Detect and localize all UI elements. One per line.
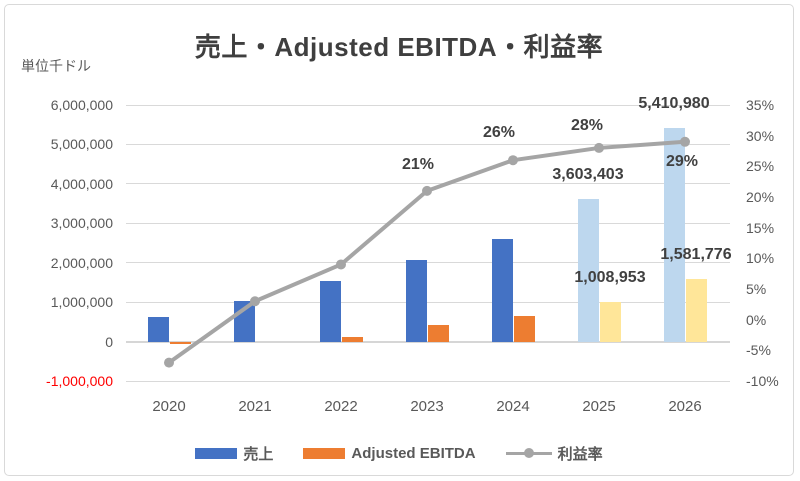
gridline	[126, 262, 730, 264]
chart-title: 売上・Adjusted EBITDA・利益率	[194, 32, 604, 62]
percent-label: 29%	[665, 152, 699, 170]
bar-ebitda	[599, 301, 621, 342]
bar-sales	[233, 301, 255, 342]
legend-label: 利益率	[557, 445, 603, 463]
bar-ebitda	[169, 341, 191, 344]
legend-item: Adjusted EBITDA	[303, 444, 476, 462]
legend: 売上 Adjusted EBITDA 利益率	[5, 441, 793, 465]
percent-label: 26%	[482, 124, 516, 142]
legend-item: 利益率	[505, 443, 603, 464]
line-marker	[422, 185, 432, 196]
gridline	[126, 380, 730, 382]
legend-label: 売上	[243, 445, 274, 463]
x-axis-category-label: 2021	[238, 398, 272, 415]
right-axis-tick-label: 10%	[746, 250, 775, 267]
unit-label: 単位千ドル	[21, 58, 91, 74]
bar-sales	[405, 259, 427, 342]
y-axis-tick-label: 2,000,000	[50, 254, 113, 271]
right-axis-tick-label: 20%	[746, 189, 775, 205]
line-marker	[164, 357, 174, 368]
percent-label: 28%	[570, 116, 604, 134]
bar-ebitda	[341, 336, 363, 342]
right-axis-tick-label: 35%	[746, 97, 775, 113]
x-axis-category-label: 2024	[496, 398, 530, 415]
gridline	[126, 222, 730, 224]
y-axis-tick-label: -1,000,000	[46, 373, 113, 389]
x-axis-category-label: 2026	[668, 398, 702, 415]
right-axis-tick-label: 15%	[746, 219, 775, 236]
y-axis-tick-label: 3,000,000	[50, 215, 113, 232]
gridline	[126, 104, 730, 106]
right-axis-tick-label: 25%	[746, 158, 775, 175]
y-axis-tick-label: 1,000,000	[50, 294, 113, 311]
x-axis-category-label: 2025	[582, 398, 616, 415]
x-axis-category-label: 2022	[324, 398, 358, 415]
data-label: 1,008,953	[574, 268, 646, 286]
y-axis-tick-label: 0	[105, 333, 113, 350]
line-marker	[508, 155, 518, 166]
legend-line-marker	[505, 447, 552, 459]
x-axis-category-label: 2023	[410, 398, 444, 415]
data-label: 1,581,776	[660, 246, 732, 264]
y-axis-tick-label: 5,000,000	[50, 136, 113, 153]
chart-card: 売上・Adjusted EBITDA・利益率 単位千ドル 6,000,000 5,…	[4, 4, 794, 476]
legend-line-dot	[523, 448, 534, 458]
bar-ebitda	[685, 279, 707, 342]
percent-label: 21%	[401, 155, 435, 173]
x-axis-category-label: 2020	[152, 398, 186, 415]
y-axis-tick-label: 6,000,000	[50, 97, 113, 113]
right-axis-tick-label: -5%	[746, 342, 771, 359]
right-axis-tick-label: 30%	[746, 127, 775, 144]
bar-ebitda	[513, 315, 535, 342]
right-axis-tick-label: 5%	[746, 281, 767, 297]
line-marker	[336, 259, 346, 270]
data-label: 3,603,403	[552, 166, 624, 184]
y-axis-tick-label: 4,000,000	[50, 175, 113, 192]
right-axis-tick-label: -10%	[746, 373, 779, 389]
gridline	[126, 183, 730, 185]
bar-sales	[147, 317, 169, 342]
legend-label: Adjusted EBITDA	[351, 444, 476, 462]
bar-sales	[319, 280, 341, 342]
gridline	[126, 301, 730, 303]
gridline	[126, 143, 730, 145]
legend-swatch	[195, 447, 238, 459]
legend-swatch	[303, 447, 346, 459]
bar-sales	[491, 239, 513, 342]
right-axis-tick-label: 0%	[746, 311, 767, 328]
data-label: 5,410,980	[638, 95, 710, 113]
legend-item: 売上	[195, 443, 273, 464]
bar-ebitda	[427, 325, 449, 342]
